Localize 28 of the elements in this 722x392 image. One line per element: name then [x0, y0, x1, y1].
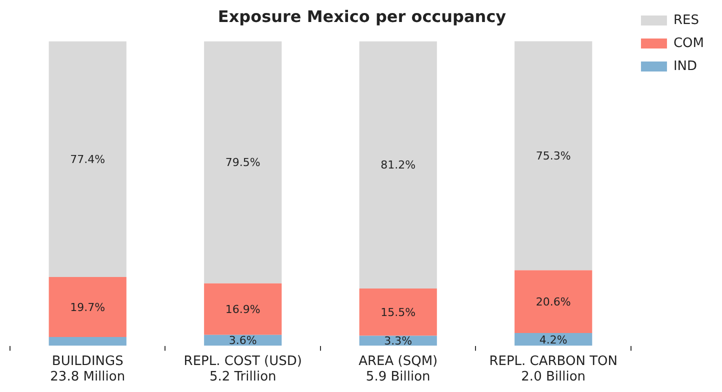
- data-label: 3.6%: [228, 334, 257, 348]
- bar: [48, 336, 126, 346]
- bar: [359, 288, 437, 336]
- data-label: 16.9%: [225, 302, 260, 316]
- data-label: 77.4%: [70, 152, 106, 166]
- data-label: 75.3%: [536, 149, 571, 162]
- x-tick-label: REPL. COST (USD) 5.2 Trillion: [184, 354, 302, 385]
- legend-label: COM: [673, 36, 704, 51]
- data-label: 79.5%: [225, 156, 260, 170]
- data-label: 19.7%: [70, 300, 106, 314]
- data-label: 81.2%: [380, 158, 416, 172]
- data-label: 4.2%: [539, 333, 568, 346]
- legend-label: IND: [673, 58, 698, 74]
- bar: [48, 41, 126, 277]
- bar: [204, 283, 282, 335]
- bar: [204, 41, 282, 284]
- x-tick-label: BUILDINGS 23.8 Million: [50, 354, 126, 385]
- data-label: 3.3%: [384, 334, 412, 348]
- bar: [514, 270, 592, 334]
- x-tick-label: REPL. CARBON TON 2.0 Billion: [489, 354, 618, 385]
- chart-title: Exposure Mexico per occupancy: [218, 6, 507, 26]
- bar: [514, 41, 592, 270]
- bar: [48, 276, 126, 337]
- data-label: 15.5%: [380, 306, 416, 319]
- x-tick-label: AREA (SQM) 5.9 Billion: [358, 354, 438, 385]
- data-label: 20.6%: [536, 295, 571, 308]
- bar: [359, 41, 437, 289]
- legend-label: RES: [673, 12, 699, 28]
